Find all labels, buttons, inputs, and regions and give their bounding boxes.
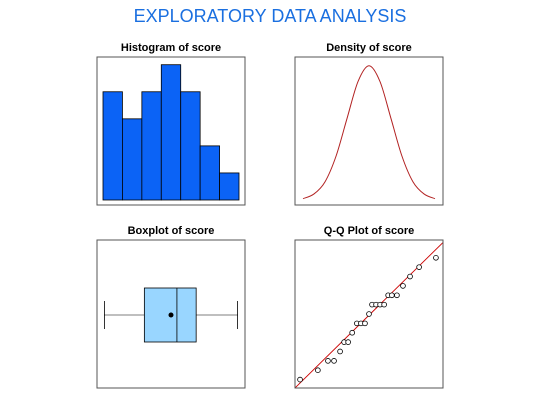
qq-point [331, 358, 337, 364]
panel-title: Density of score [326, 42, 412, 54]
mean [168, 312, 174, 318]
histogram-bar [219, 172, 240, 201]
qq-point [325, 358, 331, 364]
panel-title: Boxplot of score [128, 225, 215, 237]
qq-line-group [295, 241, 443, 388]
qq-point [416, 264, 422, 270]
histogram-bar [122, 118, 143, 201]
panel-frame [96, 56, 246, 206]
histogram-bar [160, 64, 182, 201]
qq-point [362, 320, 368, 327]
qq-point [315, 367, 321, 374]
histogram-bar [180, 91, 201, 201]
qq-point [389, 292, 395, 299]
reference-line [295, 241, 443, 388]
qq-point [433, 254, 439, 261]
qq-point [407, 273, 413, 280]
qq-point [394, 292, 400, 299]
panel-frame [294, 239, 444, 389]
qq-point [337, 348, 343, 355]
panel-title: Histogram of score [121, 42, 221, 54]
qq-point [366, 311, 372, 317]
main-title: EXPLORATORY DATA ANALYSIS [134, 6, 407, 26]
qq-point [345, 339, 351, 345]
histogram-bar [141, 91, 162, 201]
panel-title: Q-Q Plot of score [324, 225, 414, 237]
density-curve [302, 65, 436, 200]
panel-frame [294, 56, 444, 206]
panel-frame [96, 239, 246, 389]
qq-point [381, 301, 387, 308]
qq-point [297, 376, 303, 383]
qq-point [400, 283, 406, 289]
histogram-bar [199, 145, 220, 201]
histogram-bar [102, 91, 123, 201]
qq-point [349, 329, 355, 336]
